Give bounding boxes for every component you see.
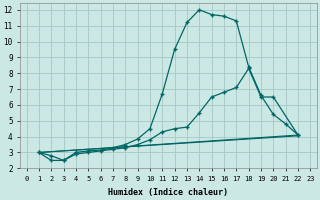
X-axis label: Humidex (Indice chaleur): Humidex (Indice chaleur) [108, 188, 228, 197]
